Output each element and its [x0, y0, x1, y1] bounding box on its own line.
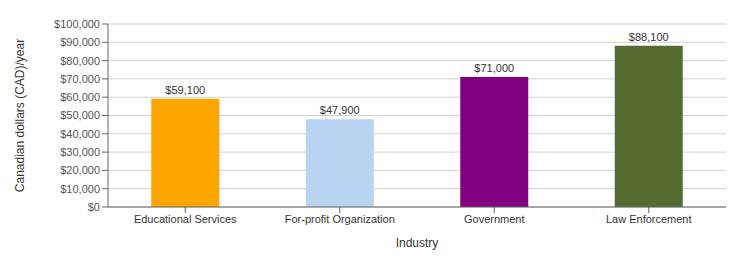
svg-text:$20,000: $20,000 [60, 164, 100, 176]
svg-text:$30,000: $30,000 [60, 146, 100, 158]
svg-text:$80,000: $80,000 [60, 55, 100, 67]
svg-text:$88,100: $88,100 [629, 31, 669, 43]
svg-text:$0: $0 [88, 201, 100, 213]
svg-text:For-profit Organization: For-profit Organization [285, 213, 395, 225]
svg-text:$70,000: $70,000 [60, 73, 100, 85]
svg-text:Industry: Industry [396, 236, 439, 250]
svg-text:Law Enforcement: Law Enforcement [606, 213, 692, 225]
svg-text:$59,100: $59,100 [165, 84, 205, 96]
svg-text:$71,000: $71,000 [474, 62, 514, 74]
svg-text:$90,000: $90,000 [60, 36, 100, 48]
svg-text:Canadian dollars (CAD)/year: Canadian dollars (CAD)/year [13, 39, 27, 192]
svg-text:$100,000: $100,000 [54, 18, 100, 30]
svg-text:$60,000: $60,000 [60, 91, 100, 103]
svg-text:Government: Government [464, 213, 525, 225]
svg-text:Educational Services: Educational Services [134, 213, 237, 225]
svg-text:$10,000: $10,000 [60, 183, 100, 195]
svg-text:$50,000: $50,000 [60, 109, 100, 121]
svg-text:$47,900: $47,900 [320, 104, 360, 116]
svg-text:$40,000: $40,000 [60, 128, 100, 140]
